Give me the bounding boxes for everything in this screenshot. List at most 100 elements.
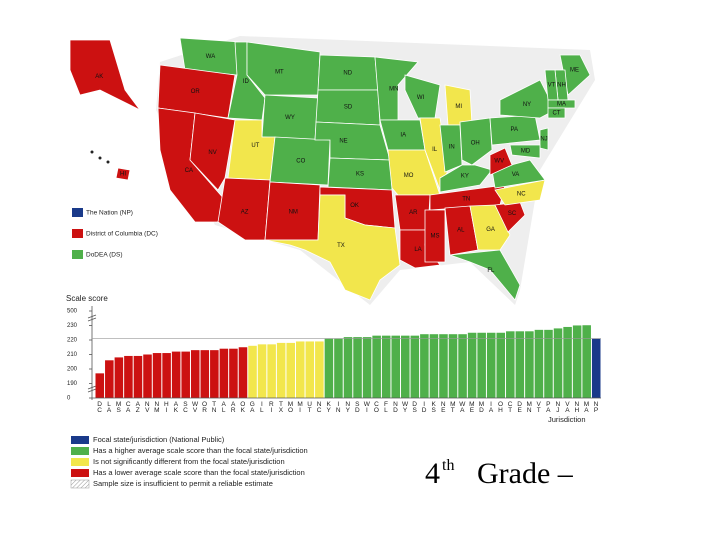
legend-swatch: [71, 458, 89, 466]
y-tick-label: 230: [67, 323, 78, 329]
x-tick-label: MN: [526, 401, 533, 413]
bar: [257, 344, 267, 398]
bar: [506, 331, 515, 398]
state-label: IN: [449, 144, 455, 150]
state-label: WI: [417, 95, 425, 101]
state: [499, 79, 556, 119]
x-tick-label: MT: [449, 401, 456, 413]
state: [449, 249, 521, 301]
bar: [515, 331, 525, 398]
bar: [210, 350, 219, 398]
x-tick-label: WI: [362, 401, 370, 413]
legend-swatch: [72, 208, 83, 217]
state-label: MS: [431, 234, 440, 240]
state: [547, 107, 566, 119]
bar: [133, 355, 143, 398]
chart-legend: Focal state/jurisdiction (National Publi…: [70, 435, 308, 489]
x-tick-label: ID: [421, 401, 428, 413]
y-tick-label: 200: [67, 367, 78, 373]
state-label: UT: [251, 143, 259, 149]
state-label: VA: [512, 172, 520, 178]
x-tick-label: DE: [516, 401, 523, 413]
bar: [124, 355, 133, 398]
legend-label: DoDEA (DS): [86, 252, 122, 259]
x-tick-label: ND: [392, 401, 399, 413]
x-tick-label: MS: [115, 401, 122, 413]
state-label: NJ: [540, 137, 547, 143]
state-label: NC: [517, 191, 526, 197]
x-tick-label: DS: [411, 401, 418, 413]
state-label: OR: [191, 89, 201, 95]
state-label: NH: [557, 83, 566, 89]
bar: [401, 335, 410, 398]
bar: [114, 357, 124, 398]
x-tick-label: CO: [373, 401, 380, 413]
bar-chart: Scale score Jurisdiction 500 230 220 210 200…: [66, 294, 601, 424]
bar: [353, 337, 362, 398]
state-label: KS: [356, 171, 364, 177]
legend-label: Is not significantly different from the …: [93, 457, 285, 466]
x-tick-label: AR: [230, 401, 237, 413]
x-tick-label: NJ: [554, 401, 561, 413]
bar: [190, 350, 200, 398]
state-label: WY: [285, 115, 295, 121]
legend-label: Has a lower average scale score than the…: [93, 468, 305, 477]
x-tick-label: LA: [106, 401, 113, 413]
bar: [324, 338, 334, 398]
state-label: MA: [557, 102, 566, 108]
bar: [276, 342, 286, 398]
x-tick-label: OK: [239, 401, 246, 413]
bar: [477, 332, 486, 398]
x-tick-label: PA: [545, 401, 552, 413]
x-tick-label: NV: [144, 401, 151, 413]
bar: [572, 325, 582, 398]
state-label: ME: [570, 68, 579, 74]
bar: [248, 345, 257, 398]
state: [217, 177, 271, 241]
bar: [286, 342, 295, 398]
state-label: HI: [120, 172, 126, 178]
x-tick-label: HI: [163, 401, 170, 413]
state-label: SC: [508, 211, 517, 217]
bar: [181, 351, 190, 398]
bar: [143, 354, 152, 398]
x-tick-label: NH: [573, 401, 580, 413]
bar: [238, 347, 248, 398]
x-tick-label: NC: [316, 401, 323, 413]
state-label: NM: [289, 209, 298, 215]
x-tick-label: WA: [458, 401, 466, 413]
state-label: AK: [95, 74, 103, 80]
state-label: PA: [510, 127, 518, 133]
state-label: CO: [296, 159, 305, 165]
state-label: AR: [409, 210, 418, 216]
state-label: KY: [461, 173, 469, 179]
x-tick-label: MD: [478, 401, 485, 413]
x-tick-label: RI: [268, 401, 275, 413]
bar: [315, 341, 324, 398]
x-tick-label: IN: [335, 401, 342, 413]
x-tick-label: DC: [96, 401, 103, 413]
y-tick-label: 500: [67, 309, 78, 315]
x-tick-label: AL: [220, 401, 227, 413]
state-label: NV: [208, 150, 216, 156]
bar: [219, 348, 229, 398]
bar: [553, 328, 563, 398]
bar: [267, 344, 276, 398]
bar: [467, 332, 477, 398]
x-tick-label: OR: [201, 401, 208, 413]
bar: [343, 337, 353, 398]
state: [374, 56, 419, 121]
bar: [563, 326, 572, 398]
heading-text: Grade –: [477, 457, 574, 490]
bar: [544, 329, 553, 398]
state: [494, 179, 546, 206]
state: [489, 147, 513, 176]
y-axis-label: Scale score: [66, 294, 108, 303]
bar: [582, 325, 591, 398]
x-tick-label: CA: [125, 401, 132, 413]
x-tick-label: SD: [354, 401, 361, 413]
state-label: AL: [457, 227, 465, 233]
state: [424, 209, 446, 263]
bar: [152, 353, 162, 398]
